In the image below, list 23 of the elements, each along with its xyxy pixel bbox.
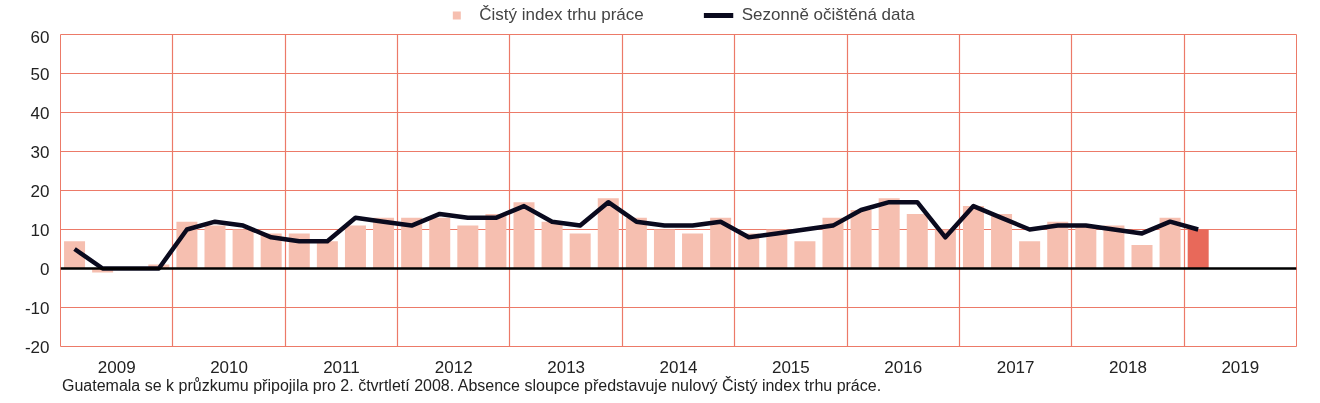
x-tick-label: 2010 xyxy=(210,357,248,377)
y-tick-label: 10 xyxy=(30,220,50,240)
x-tick-label: 2019 xyxy=(1221,357,1260,377)
x-tick-label: 2011 xyxy=(323,357,360,377)
y-tick-label: 40 xyxy=(30,103,50,123)
x-tick-label: 2013 xyxy=(547,357,586,377)
y-tick-label: 0 xyxy=(40,259,50,279)
x-tick-label: 2014 xyxy=(659,357,698,377)
x-tick-label: 2009 xyxy=(97,357,136,377)
y-tick-label: 20 xyxy=(30,181,50,201)
legend-label: Sezonně očištěná data xyxy=(741,5,915,25)
y-tick-label: 60 xyxy=(30,27,50,47)
x-tick-label: 2015 xyxy=(771,357,810,377)
x-tick-label: 2018 xyxy=(1109,357,1147,377)
text: Guatemala se k průzkumu připojila pro 2. čtvrtletí 2008. Absence sloupce představuje nulový Čistý index trhu práce. xyxy=(62,375,882,396)
legend-label: Čistý index trhu práce xyxy=(479,5,644,25)
x-tick-label: 2016 xyxy=(884,357,923,377)
x-tick-label: 2017 xyxy=(996,357,1035,377)
x-tick-label: 2012 xyxy=(434,357,473,377)
y-tick-label: -10 xyxy=(24,298,50,318)
y-tick-label: -20 xyxy=(24,337,50,357)
y-tick-label: 30 xyxy=(30,142,50,162)
y-tick-label: 50 xyxy=(30,64,50,84)
